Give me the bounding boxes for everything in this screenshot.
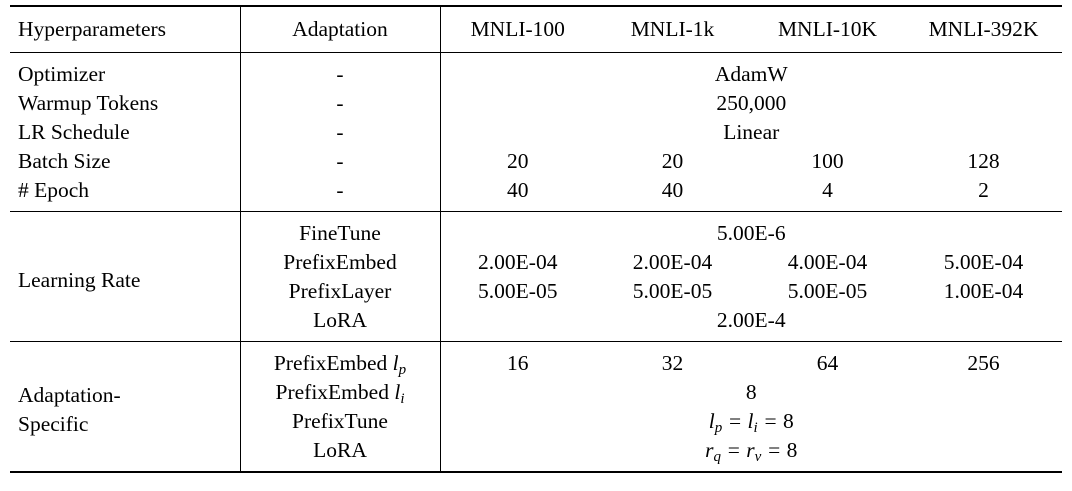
adaptation-cell: - [240, 147, 441, 176]
hyperparameter-table: Hyperparameters Adaptation MNLI-100 MNLI… [10, 5, 1062, 473]
header-mnli-1k: MNLI-1k [595, 5, 750, 53]
row-spec-prefixembed-lp: Adaptation- Specific PrefixEmbed lp 16 3… [10, 341, 1062, 473]
row-lr-finetune: Learning Rate FineTune 5.00E-6 [10, 211, 1062, 342]
header-mnli-392k: MNLI-392K [905, 5, 1062, 53]
adaptation-cell: LoRA [240, 436, 441, 473]
adaptation-cell: PrefixEmbed [240, 248, 441, 277]
value-cell: 2.00E-04 [478, 250, 558, 274]
value-cell: 2.00E-4 [716, 308, 786, 332]
adaptation-cell: LoRA [240, 306, 441, 342]
header-hyperparameters: Hyperparameters [10, 5, 241, 53]
value-cell: 20 [507, 149, 529, 173]
value-cell: 40 [661, 178, 684, 202]
adaptation-cell: - [240, 52, 441, 89]
value-cell: 100 [811, 149, 844, 173]
param-name: Batch Size [10, 147, 241, 176]
value-cell: 5.00E-05 [478, 279, 558, 303]
value-cell: 5.00E-04 [943, 250, 1024, 274]
header-mnli-10k: MNLI-10K [750, 5, 905, 53]
row-spec-lora: LoRA rq = rv = 8 [10, 436, 1062, 473]
value-cell: 8 [745, 380, 757, 404]
header-row: Hyperparameters Adaptation MNLI-100 MNLI… [10, 5, 1062, 53]
value-cell: Linear [723, 120, 780, 144]
row-spec-prefixtune: PrefixTune lp = li = 8 [10, 407, 1062, 436]
value-cell: 5.00E-05 [787, 279, 868, 303]
value-cell: 128 [967, 149, 1000, 173]
math-equation: lp = li = 8 [708, 409, 794, 436]
value-cell: lp = li = 8 [440, 407, 1062, 436]
math-equation: rq = rv = 8 [705, 438, 798, 465]
header-mnli-100: MNLI-100 [440, 5, 595, 53]
group-learning-rate: Learning Rate [10, 211, 241, 342]
param-name: LR Schedule [10, 118, 241, 147]
adaptation-cell: PrefixTune [240, 407, 441, 436]
group-line-2: Specific [18, 412, 89, 436]
value-cell: 2 [978, 178, 989, 202]
value-cell: 250,000 [716, 91, 787, 115]
param-name: # Epoch [10, 176, 241, 212]
adaptation-cell: - [240, 89, 441, 118]
param-name: Warmup Tokens [10, 89, 241, 118]
math-symbol: lp [392, 351, 407, 378]
value-cell: 4 [822, 178, 833, 202]
value-cell: 20 [661, 149, 684, 173]
value-cell: 5.00E-05 [632, 279, 713, 303]
value-cell: 1.00E-04 [943, 279, 1024, 303]
row-warmup-tokens: Warmup Tokens - 250,000 [10, 89, 1062, 118]
value-cell: 4.00E-04 [787, 250, 868, 274]
param-name: Optimizer [10, 52, 241, 89]
group-line-1: Adaptation- [18, 383, 121, 407]
value-cell: 16 [440, 341, 595, 378]
value-cell: rq = rv = 8 [440, 436, 1062, 473]
group-adaptation-specific: Adaptation- Specific [10, 341, 241, 473]
row-batch-size: Batch Size - 20 20 100 128 [10, 147, 1062, 176]
value-cell: 256 [905, 341, 1062, 378]
value-cell: 64 [750, 341, 905, 378]
adaptation-cell: - [240, 176, 441, 212]
value-cell: AdamW [440, 52, 1062, 89]
row-lr-prefixlayer: PrefixLayer 5.00E-05 5.00E-05 5.00E-05 1… [10, 277, 1062, 306]
row-lr-prefixembed: PrefixEmbed 2.00E-04 2.00E-04 4.00E-04 5… [10, 248, 1062, 277]
adaptation-cell: - [240, 118, 441, 147]
row-optimizer: Optimizer - AdamW [10, 52, 1062, 89]
value-cell: 32 [595, 341, 750, 378]
value-cell: 2.00E-04 [632, 250, 713, 274]
value-cell: 40 [507, 178, 529, 202]
adaptation-cell: PrefixEmbed lp [240, 341, 441, 378]
row-lr-schedule: LR Schedule - Linear [10, 118, 1062, 147]
row-lr-lora: LoRA 2.00E-4 [10, 306, 1062, 342]
adaptation-cell: PrefixLayer [240, 277, 441, 306]
adaptation-cell: PrefixEmbed li [240, 378, 441, 407]
value-cell: 5.00E-6 [440, 211, 1062, 248]
row-spec-prefixembed-li: PrefixEmbed li 8 [10, 378, 1062, 407]
header-adaptation: Adaptation [240, 5, 441, 53]
row-epoch: # Epoch - 40 40 4 2 [10, 176, 1062, 212]
math-symbol: li [394, 380, 405, 407]
adaptation-cell: FineTune [240, 211, 441, 248]
